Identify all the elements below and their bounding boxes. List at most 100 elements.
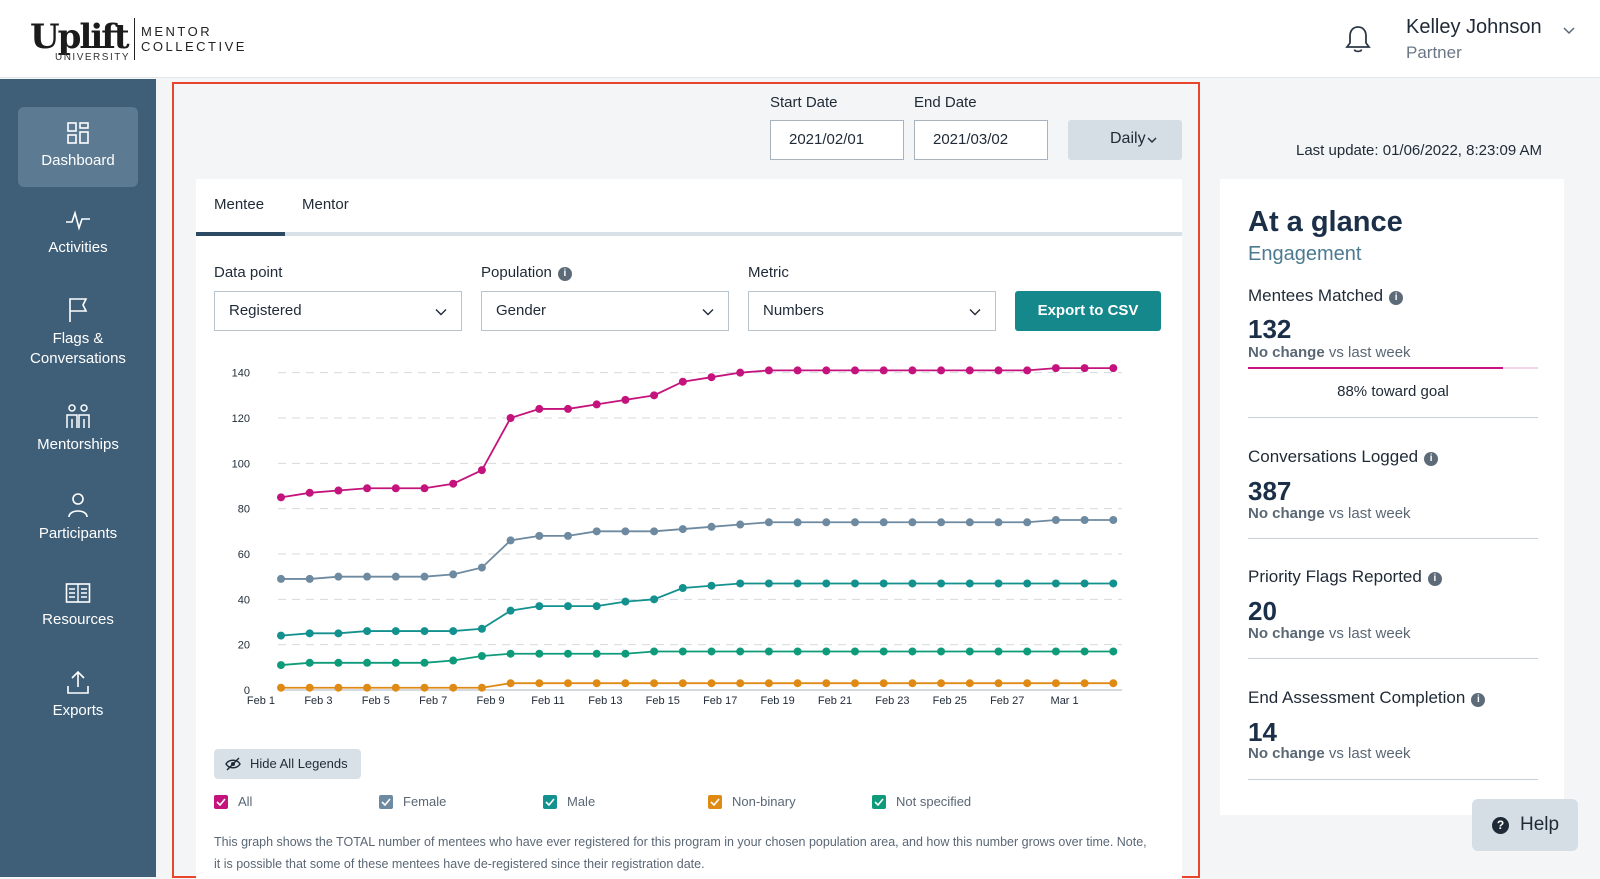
data-point[interactable] — [678, 647, 687, 656]
data-point[interactable] — [822, 579, 831, 588]
data-point[interactable] — [477, 624, 486, 633]
data-point[interactable] — [678, 525, 687, 534]
data-point[interactable] — [305, 658, 314, 667]
data-point[interactable] — [879, 518, 888, 527]
data-point[interactable] — [851, 518, 859, 527]
user-menu[interactable]: Kelley Johnson Partner — [1406, 16, 1542, 63]
data-point[interactable] — [908, 579, 917, 588]
data-point[interactable] — [449, 656, 458, 665]
data-point[interactable] — [592, 527, 601, 536]
data-point[interactable] — [1080, 679, 1089, 688]
interval-select[interactable]: Daily — [1068, 120, 1182, 160]
data-point[interactable] — [678, 679, 687, 688]
checkbox-icon[interactable] — [708, 794, 722, 809]
data-point[interactable] — [420, 658, 429, 667]
uplift-logo[interactable]: Uplift UNIVERSITY MENTOR COLLECTIVE — [30, 14, 247, 64]
chevron-down-icon[interactable] — [1562, 24, 1576, 38]
data-point[interactable] — [965, 518, 974, 527]
data-point[interactable] — [592, 679, 601, 688]
data-point[interactable] — [449, 683, 458, 692]
data-point[interactable] — [391, 683, 400, 692]
data-point[interactable] — [707, 373, 716, 382]
data-point[interactable] — [535, 649, 544, 658]
data-point[interactable] — [937, 579, 946, 588]
legend-item-all[interactable]: All — [214, 794, 252, 809]
data-point[interactable] — [449, 627, 458, 636]
data-point[interactable] — [477, 563, 486, 572]
data-point[interactable] — [592, 400, 601, 409]
data-point[interactable] — [1023, 579, 1032, 588]
legend-item-not-specified[interactable]: Not specified — [872, 794, 971, 809]
data-point[interactable] — [1051, 579, 1060, 588]
data-point[interactable] — [1023, 679, 1032, 688]
data-point[interactable] — [1051, 679, 1060, 688]
export-csv-button[interactable]: Export to CSV — [1015, 291, 1161, 331]
data-point[interactable] — [965, 366, 974, 375]
data-point[interactable] — [650, 647, 659, 656]
data-point[interactable] — [793, 518, 802, 527]
data-point[interactable] — [621, 395, 630, 404]
checkbox-icon[interactable] — [543, 794, 557, 809]
data-point[interactable] — [1109, 579, 1118, 588]
data-point[interactable] — [1023, 518, 1032, 527]
data-point[interactable] — [506, 679, 515, 688]
data-point[interactable] — [678, 377, 687, 386]
sidebar-item-activities[interactable]: Activities — [18, 208, 138, 268]
info-icon[interactable]: i — [1427, 572, 1442, 586]
data-point[interactable] — [592, 649, 601, 658]
data-point[interactable] — [793, 679, 802, 688]
sidebar-item-mentorships[interactable]: Mentorships — [18, 403, 138, 463]
data-point[interactable] — [707, 522, 716, 531]
data-point[interactable] — [822, 679, 831, 688]
data-point[interactable] — [736, 368, 745, 377]
data-point[interactable] — [994, 518, 1003, 527]
data-point[interactable] — [851, 679, 859, 688]
data-point[interactable] — [621, 679, 630, 688]
data-point[interactable] — [277, 661, 285, 670]
data-point[interactable] — [965, 679, 974, 688]
bell-icon[interactable] — [1344, 24, 1372, 54]
data-point[interactable] — [1051, 364, 1060, 373]
data-point[interactable] — [334, 658, 343, 667]
data-point[interactable] — [334, 486, 343, 495]
data-point[interactable] — [793, 579, 802, 588]
legend-item-male[interactable]: Male — [543, 794, 595, 809]
data-point[interactable] — [937, 647, 946, 656]
help-button[interactable]: ? Help — [1472, 799, 1578, 851]
data-point[interactable] — [391, 627, 400, 636]
data-point[interactable] — [420, 484, 429, 493]
data-point[interactable] — [535, 679, 544, 688]
legend-item-non-binary[interactable]: Non-binary — [708, 794, 796, 809]
data-point[interactable] — [420, 627, 429, 636]
info-icon[interactable]: i — [1471, 693, 1486, 707]
info-icon[interactable]: i — [1389, 291, 1404, 305]
data-point[interactable] — [564, 679, 572, 688]
data-point[interactable] — [363, 484, 372, 493]
data-point[interactable] — [334, 629, 343, 638]
legend-item-female[interactable]: Female — [379, 794, 446, 809]
data-point[interactable] — [449, 570, 458, 579]
data-point[interactable] — [908, 647, 917, 656]
data-point[interactable] — [764, 579, 773, 588]
data-point[interactable] — [305, 629, 314, 638]
data-point[interactable] — [1109, 364, 1118, 373]
data-point[interactable] — [363, 658, 372, 667]
data-point[interactable] — [736, 579, 745, 588]
data-point[interactable] — [1023, 366, 1032, 375]
data-point[interactable] — [391, 658, 400, 667]
start-date-input[interactable]: 2021/02/01 — [770, 120, 904, 160]
data-point[interactable] — [707, 679, 716, 688]
data-point[interactable] — [506, 536, 515, 545]
data-point[interactable] — [937, 518, 946, 527]
data-point[interactable] — [506, 414, 515, 422]
tab-mentor[interactable]: Mentor — [302, 196, 349, 213]
data-point[interactable] — [851, 647, 859, 656]
data-point[interactable] — [477, 652, 486, 660]
data-point[interactable] — [449, 479, 458, 488]
data-point-select[interactable]: Registered — [214, 291, 462, 331]
data-point[interactable] — [650, 679, 659, 688]
checkbox-icon[interactable] — [214, 794, 228, 809]
info-icon[interactable]: i — [557, 267, 572, 281]
sidebar-item-dashboard[interactable]: Dashboard — [18, 107, 138, 187]
data-point[interactable] — [736, 520, 745, 529]
